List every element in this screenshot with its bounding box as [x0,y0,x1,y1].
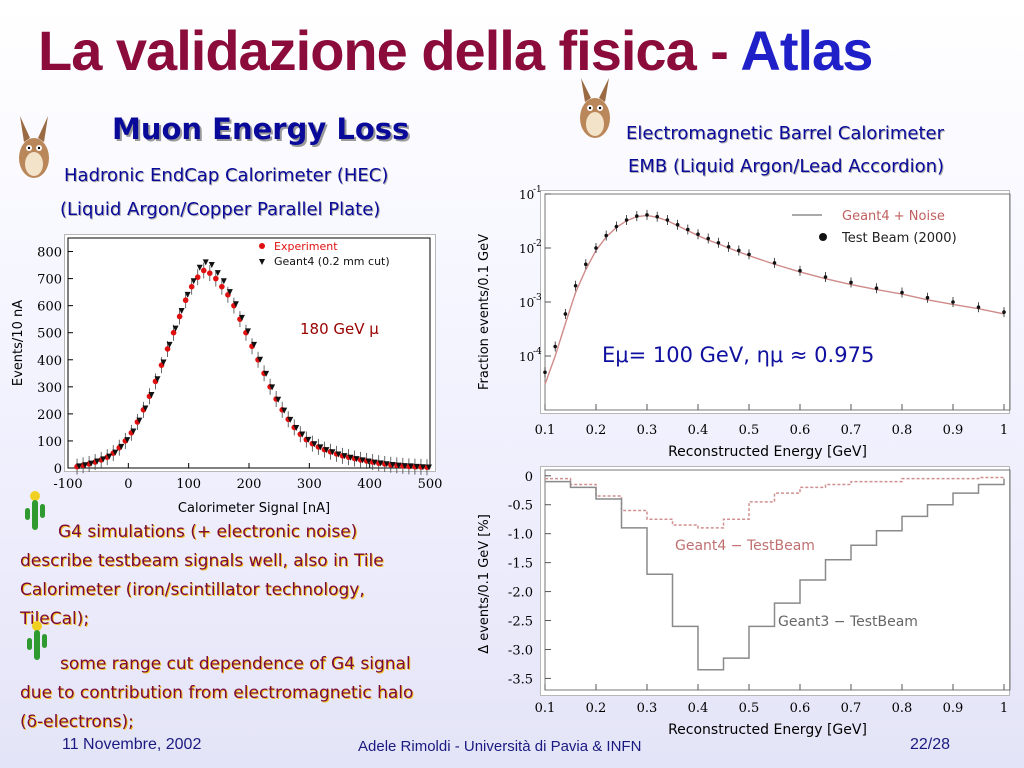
hec-line-2: (Liquid Argon/Copper Parallel Plate) [60,199,381,220]
y-tick-label: 10 [519,350,534,364]
x-tick-label: 0.3 [637,701,658,716]
y-tick-label: 10 [519,188,534,202]
bullet-1-text: G4 simulations (+ electronic noise) desc… [20,522,384,629]
x-tick-label: 0.2 [586,701,607,716]
x-tick-label: 100 [176,477,201,492]
y-tick-label: -3.0 [508,643,533,658]
y-tick-label: 100 [37,435,62,450]
y-tick-label: -1.5 [508,557,533,572]
y-tick-label: 0 [54,462,62,477]
x-tick-label: 0.1 [535,701,556,716]
y-axis-label: Events/10 nA [11,300,26,386]
x-tick-label: -100 [53,477,82,492]
y-tick-label: 10 [519,242,534,256]
x-tick-label: 300 [297,477,322,492]
y-tick-label: -0.5 [508,499,533,514]
x-tick-label: 1 [1000,701,1008,716]
x-tick-label: 0.8 [892,423,913,438]
slide-title-accent: Atlas [740,19,873,82]
bullet-2-text: some range cut dependence of G4 signal d… [20,654,414,732]
x-tick-label: 0.6 [790,423,811,438]
x-tick-label: 500 [418,477,443,492]
x-axis-label: Reconstructed Energy [GeV] [668,722,867,738]
slide-title: La validazione della fisica - Atlas [38,18,873,83]
x-tick-label: 0 [124,477,132,492]
x-tick-label: 0.4 [688,701,709,716]
footer-page-number: 22/28 [910,736,951,753]
x-tick-label: 400 [357,477,382,492]
hec-line-1: Hadronic EndCap Calorimeter (HEC) [64,165,389,186]
x-tick-label: 0.9 [943,701,964,716]
x-axis-label: Reconstructed Energy [GeV] [668,444,867,460]
y-tick-label: 0 [525,470,533,485]
y-tick-label: 300 [37,381,62,396]
coyote-icon [580,78,610,138]
x-tick-label: 0.4 [688,423,709,438]
y-axis-label: Δ events/0.1 GeV [%] [477,514,492,654]
x-tick-label: 0.9 [943,423,964,438]
section-title-muon: Muon Energy Loss [112,112,410,146]
y-tick-label: -1.0 [508,528,533,543]
x-tick-label: 0.7 [841,423,862,438]
slide-title-main: La validazione della fisica - [38,19,741,82]
y-tick-label: 800 [37,246,62,261]
y-tick-label: 500 [37,327,62,342]
y-tick-label: 200 [37,408,62,423]
emb-line-2: EMB (Liquid Argon/Lead Accordion) [628,156,945,177]
chart-muon-panel [64,234,436,472]
y-tick-label: -2.0 [508,586,533,601]
x-tick-label: 0.8 [892,701,913,716]
footer-date: 11 Novembre, 2002 [62,736,202,753]
y-tick-label: 400 [37,354,62,369]
x-tick-label: 0.5 [739,423,760,438]
y-axis-label: Fraction events/0.1 GeV [477,234,492,390]
y-tick-label: 600 [37,300,62,315]
x-tick-label: 0.3 [637,423,658,438]
chart-emb-panel [540,190,1010,414]
x-tick-label: 0.5 [739,701,760,716]
x-axis-label: Calorimeter Signal [nA] [178,501,330,516]
x-tick-label: 0.7 [841,701,862,716]
emb-line-1: Electromagnetic Barrel Calorimeter [626,123,944,144]
x-tick-label: 200 [237,477,262,492]
coyote-icon [19,116,49,178]
chart-diff-panel [540,466,1010,696]
y-tick-label: 10 [519,296,534,310]
footer-author: Adele Rimoldi - Università di Pavia & IN… [358,738,642,755]
y-tick-label: -3.5 [508,672,533,687]
x-tick-label: 0.6 [790,701,811,716]
x-tick-label: 1 [1000,423,1008,438]
y-tick-label: 700 [37,273,62,288]
x-tick-label: 0.2 [586,423,607,438]
x-tick-label: 0.1 [535,423,556,438]
y-tick-label: -2.5 [508,615,533,630]
cactus-icon [25,491,45,530]
cactus-icon [27,621,47,660]
